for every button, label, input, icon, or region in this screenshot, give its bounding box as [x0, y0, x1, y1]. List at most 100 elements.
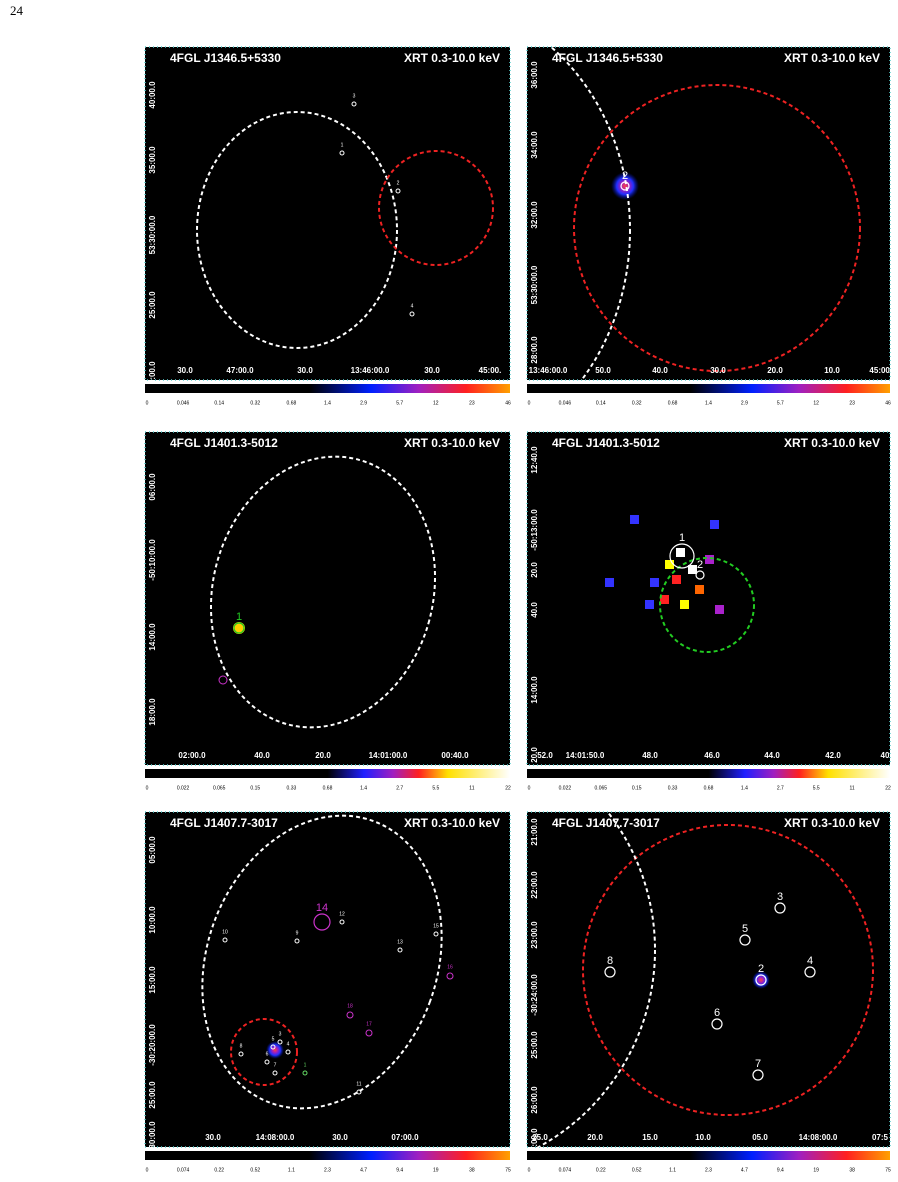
panel: 4FGL J1401.3-5012 XRT 0.3-10.0 keV 06:00.0…: [144, 431, 511, 791]
source-label: 4: [287, 1041, 290, 1047]
colorbar-label: 11: [849, 785, 854, 791]
source-label: 14: [316, 902, 328, 914]
source-label: 1: [679, 532, 685, 544]
colorbar-label: 23: [469, 400, 475, 406]
colorbar-label: 75: [885, 1167, 891, 1173]
colorbar-label: 0.022: [177, 785, 190, 791]
y-tick-label: 10:00.0: [148, 906, 157, 934]
colorbar-label: 0.33: [287, 785, 297, 791]
x-tick-label: 50.0: [595, 366, 611, 375]
y-tick-label: 12:40.0: [530, 446, 539, 474]
source-label: 5: [742, 923, 748, 935]
source-marker: [409, 311, 415, 317]
y-tick-label: 20.0: [530, 747, 539, 763]
source-marker: [351, 101, 357, 107]
energy-band: XRT 0.3-10.0 keV: [404, 816, 500, 830]
colorbar-label: 0.68: [704, 785, 714, 791]
source-marker: [285, 1049, 291, 1055]
y-tick-label: 25:00.0: [148, 291, 157, 319]
colorbar-label: 0: [528, 400, 531, 406]
y-tick-label: 35:00.0: [148, 146, 157, 174]
source-marker: [277, 1039, 283, 1045]
source-glow: [752, 971, 770, 989]
x-tick-label: 14:01:00.0: [369, 751, 408, 760]
region: [196, 111, 398, 349]
source-marker: [233, 622, 245, 634]
colorbar-label: 4.7: [360, 1167, 367, 1173]
image-frame: [526, 46, 891, 381]
pixel: [715, 605, 724, 614]
source-marker: [395, 188, 401, 194]
x-tick-label: 05.0: [752, 1133, 768, 1142]
source-marker: [695, 570, 705, 580]
y-tick-label: 21:00.0: [530, 818, 539, 846]
colorbar-label: 46: [885, 400, 891, 406]
panel: 4FGL J1346.5+5330 XRT 0.3-10.0 keV 36:00.0…: [526, 46, 897, 406]
page-number: 24: [10, 3, 24, 18]
x-tick-label: 02:00.0: [178, 751, 206, 760]
colorbar-label: 9.4: [777, 1167, 784, 1173]
source-label: 15: [433, 923, 439, 929]
colorbar-label: 0.32: [250, 400, 260, 406]
colorbar-label: 0: [528, 1167, 531, 1173]
colorbar-label: 38: [469, 1167, 475, 1173]
panel-title: 4FGL J1401.3-5012: [170, 436, 278, 450]
y-tick-label: 34:00.0: [530, 131, 539, 159]
pixel: [650, 578, 659, 587]
source-label: 4: [411, 303, 414, 309]
x-tick-label: 30.0: [332, 1133, 348, 1142]
x-tick-label: 40: [881, 751, 890, 760]
colorbar-label: 2.7: [777, 785, 784, 791]
colorbar-label: 23: [849, 400, 855, 406]
x-tick-label: 10.0: [824, 366, 840, 375]
pixel: [688, 565, 697, 574]
colorbar-label: 9.4: [396, 1167, 403, 1173]
region: [378, 150, 494, 266]
source-label: 18: [347, 1003, 353, 1009]
y-tick-label: 53:30:00.0: [148, 215, 157, 254]
source-glow: [266, 1041, 284, 1059]
source-label: 8: [240, 1043, 243, 1049]
source-label: 8: [607, 955, 613, 967]
source-glow: [611, 172, 639, 200]
panel-title: 4FGL J1407.7-3017: [170, 816, 278, 830]
source-label: 16: [447, 964, 453, 970]
source-label: 2: [622, 170, 628, 182]
x-tick-label: 07:00.0: [391, 1133, 419, 1142]
colorbar-label: 2.3: [705, 1167, 712, 1173]
colorbar-label: 75: [505, 1167, 511, 1173]
colorbar-label: 0: [528, 785, 531, 791]
image-frame: [144, 46, 511, 381]
colorbar-label: 0: [146, 785, 149, 791]
source-marker: [804, 966, 816, 978]
source-marker: [302, 1070, 308, 1076]
x-tick-label: 13:46:00.0: [351, 366, 390, 375]
source-marker: [752, 1069, 764, 1081]
y-tick-label: -50:10:00.0: [148, 539, 157, 581]
colorbar-label: 0.68: [287, 400, 297, 406]
x-tick-label: 47:00.0: [226, 366, 254, 375]
pixel: [630, 515, 639, 524]
y-tick-label: 26:00.0: [530, 1086, 539, 1114]
source-label: 3: [777, 891, 783, 903]
source-label: 10: [222, 929, 228, 935]
colorbar-label: 12: [813, 400, 819, 406]
y-tick-label: 23:00.0: [530, 921, 539, 949]
x-tick-label: 30.0: [177, 366, 193, 375]
energy-band: XRT 0.3-10.0 keV: [404, 436, 500, 450]
x-tick-label: 30.0: [205, 1133, 221, 1142]
colorbar-label: 46: [505, 400, 511, 406]
y-tick-label: 28:00.0: [530, 336, 539, 364]
source-label: 7: [755, 1058, 761, 1070]
image-frame: [526, 431, 891, 766]
y-tick-label: 14:00.0: [148, 623, 157, 651]
colorbar-label: 19: [813, 1167, 819, 1173]
colorbar-label: 22: [885, 785, 891, 791]
region: [549, 47, 631, 380]
colorbar-label: 0.14: [596, 400, 606, 406]
source-marker: [365, 1029, 373, 1037]
y-tick-label: 27:00.0: [530, 1128, 539, 1156]
pixel: [676, 548, 685, 557]
source-label: 4: [807, 955, 813, 967]
x-tick-label: 14:08:00.0: [799, 1133, 838, 1142]
